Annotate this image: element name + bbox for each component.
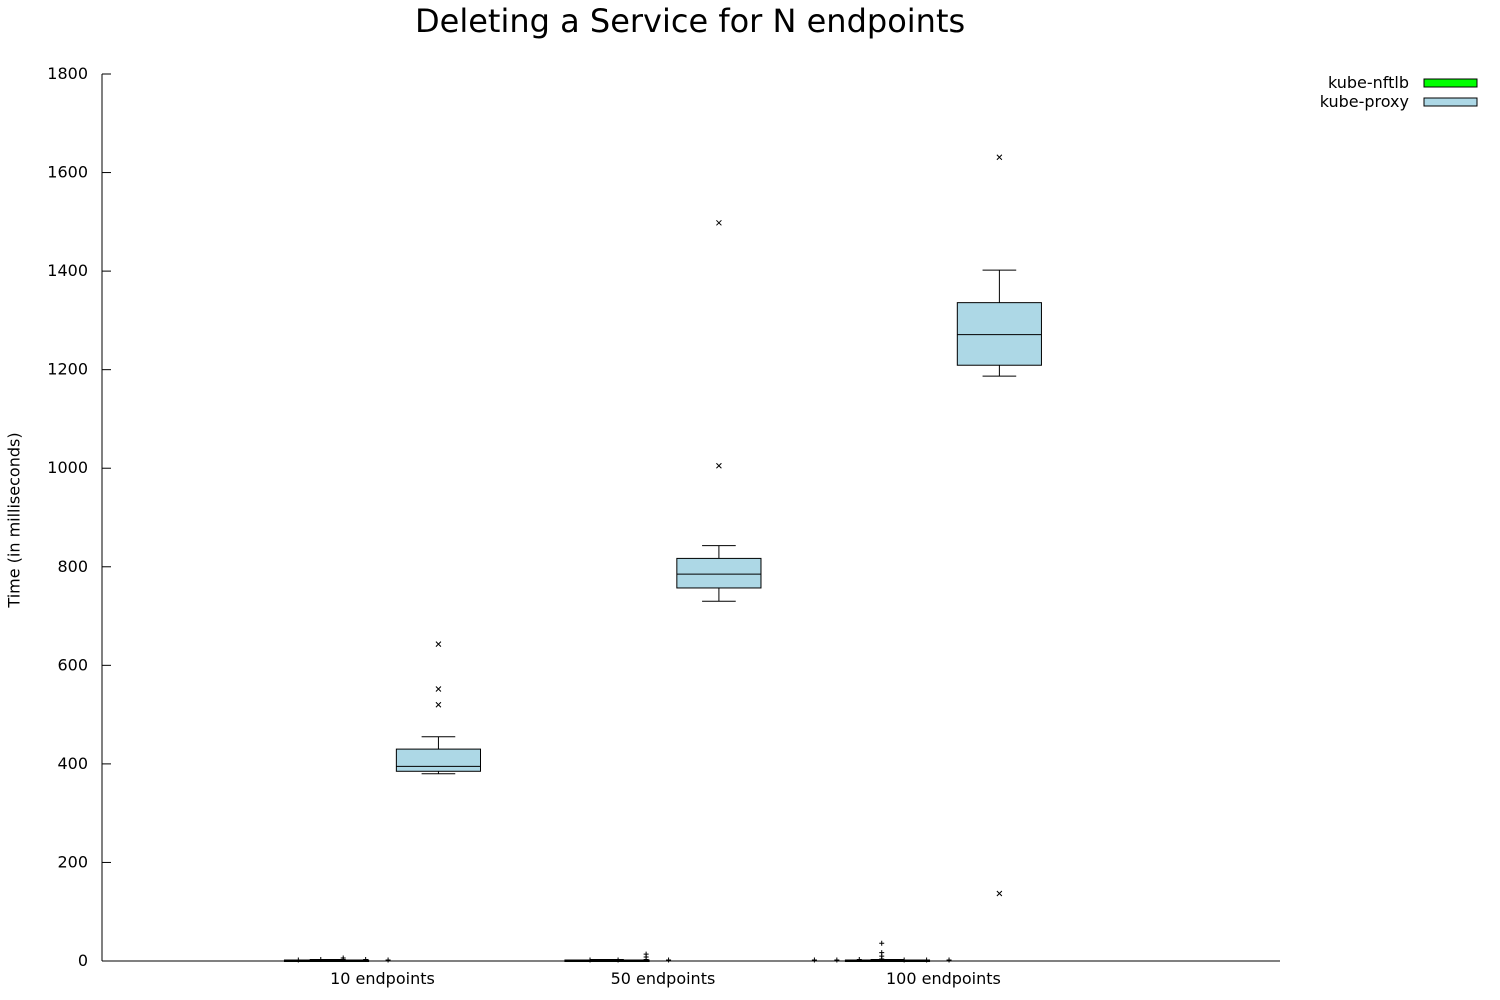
- outlier-point: [901, 957, 907, 963]
- outlier-point: [946, 957, 952, 963]
- outlier-point: [643, 951, 649, 957]
- outlier-point: [435, 641, 442, 647]
- outlier-point: [340, 955, 346, 961]
- legend-label: kube-proxy: [1320, 92, 1409, 111]
- box-kube-nftlb-2: [811, 940, 952, 963]
- box-body: [676, 557, 762, 589]
- outlier-point: [615, 957, 621, 963]
- box-kube-proxy-0: [395, 641, 482, 775]
- outlier-point: [879, 940, 885, 946]
- y-tick-label: 1800: [47, 64, 88, 83]
- y-tick-label: 1000: [47, 458, 88, 477]
- y-tick-label: 1200: [47, 360, 88, 379]
- outlier-point: [666, 957, 672, 963]
- outlier-point: [363, 957, 369, 963]
- outlier-point: [856, 957, 862, 963]
- legend-swatch: [1423, 97, 1478, 107]
- outlier-point: [996, 154, 1003, 161]
- x-tick-label: 10 endpoints: [330, 969, 435, 988]
- outlier-point: [716, 219, 722, 226]
- plot-marks: [283, 154, 1042, 963]
- outlier-point: [879, 950, 885, 956]
- outlier-point: [318, 957, 324, 963]
- outlier-point: [435, 701, 442, 708]
- y-tick-label: 200: [57, 852, 88, 871]
- y-tick-label: 0: [78, 951, 88, 970]
- box-body: [956, 302, 1042, 366]
- box-kube-nftlb-1: [564, 951, 672, 963]
- x-tick-label: 50 endpoints: [611, 969, 716, 988]
- box-kube-proxy-1: [676, 219, 762, 602]
- outlier-point: [716, 462, 722, 469]
- outlier-point: [996, 890, 1003, 897]
- outlier-point: [811, 957, 817, 963]
- y-tick-label: 800: [57, 557, 88, 576]
- outlier-point: [385, 957, 391, 963]
- outlier-point: [587, 957, 593, 963]
- box-kube-proxy-2: [956, 154, 1042, 897]
- outlier-point: [435, 686, 442, 692]
- y-tick-label: 1600: [47, 163, 88, 182]
- y-tick-label: 1400: [47, 261, 88, 280]
- x-tick-label: 100 endpoints: [886, 969, 1001, 988]
- chart-title: Deleting a Service for N endpoints: [415, 2, 966, 40]
- outlier-point: [834, 957, 840, 963]
- box-body: [395, 748, 482, 772]
- axes: 0 200 400 600 800 1000 1200 1400 1600 1800 10 endp…: [47, 64, 1280, 988]
- y-tick-label: 600: [57, 655, 88, 674]
- legend-label: kube-nftlb: [1328, 73, 1409, 92]
- box-kube-nftlb-0: [283, 955, 391, 963]
- y-tick-label: 400: [57, 754, 88, 773]
- outlier-point: [295, 957, 301, 963]
- outlier-point: [924, 957, 930, 963]
- legend-swatch: [1423, 78, 1478, 88]
